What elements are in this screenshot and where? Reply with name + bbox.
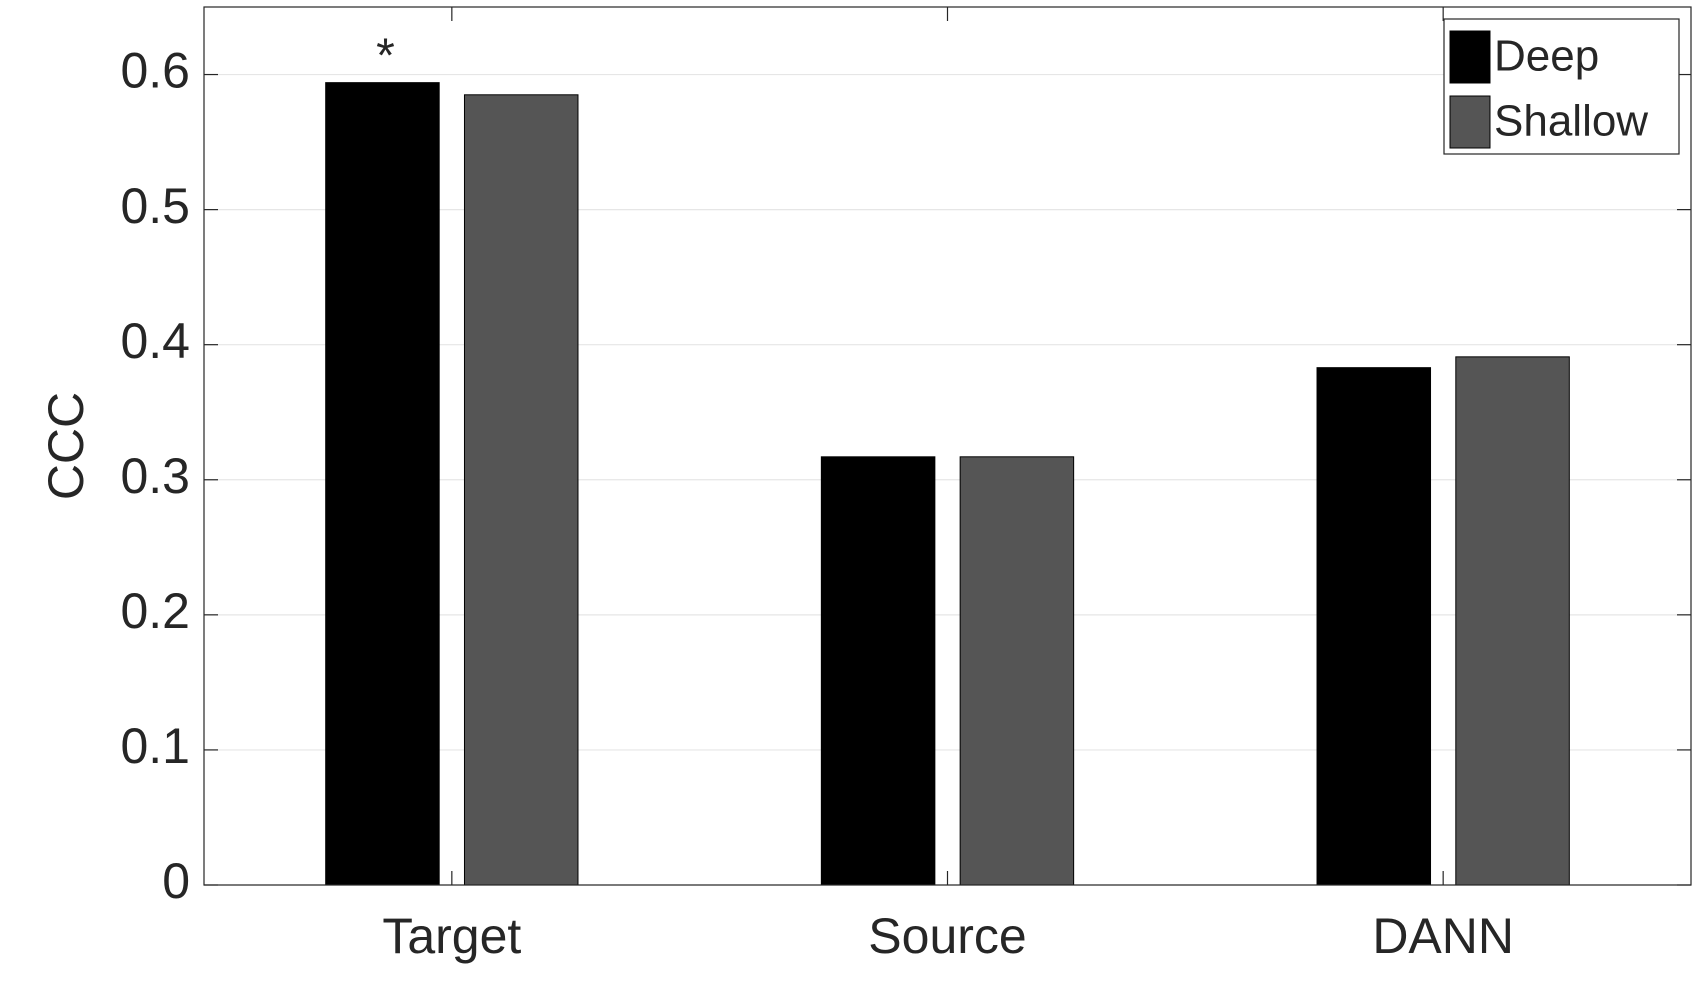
y-tick-label: 0.4 bbox=[120, 313, 190, 369]
bar bbox=[463, 94, 579, 886]
legend-swatch bbox=[1449, 95, 1491, 149]
y-tick-label: 0.3 bbox=[120, 448, 190, 504]
legend-swatch bbox=[1449, 30, 1491, 84]
plot-area bbox=[204, 7, 1691, 885]
bar bbox=[820, 456, 936, 886]
x-tick-label: DANN bbox=[1372, 908, 1514, 964]
y-tick-label: 0.1 bbox=[120, 718, 190, 774]
y-tick-label: 0.2 bbox=[120, 583, 190, 639]
y-tick-label: 0.6 bbox=[120, 43, 190, 99]
y-tick-label: 0.5 bbox=[120, 178, 190, 234]
bar bbox=[1455, 356, 1570, 886]
bar bbox=[325, 82, 440, 886]
y-tick-label: 0 bbox=[162, 853, 190, 909]
legend-label: Shallow bbox=[1494, 97, 1648, 146]
x-tick-label: Source bbox=[868, 908, 1026, 964]
x-tick-label: Target bbox=[382, 908, 521, 964]
legend-label: Deep bbox=[1494, 32, 1599, 81]
bar bbox=[959, 456, 1075, 886]
bar bbox=[1316, 367, 1432, 886]
axes-box bbox=[203, 6, 1692, 886]
y-axis-label: CCC bbox=[38, 392, 94, 500]
annotation: * bbox=[376, 29, 395, 82]
